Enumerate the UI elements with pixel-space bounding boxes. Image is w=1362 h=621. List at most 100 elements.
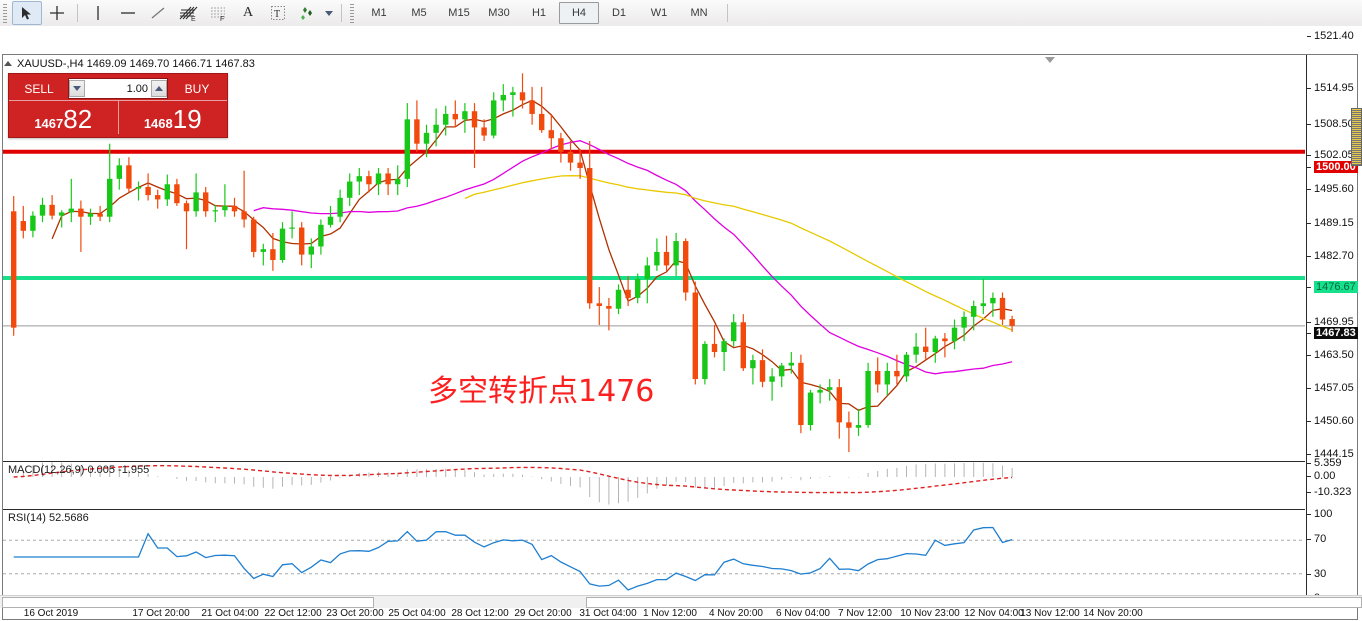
candle-body xyxy=(87,213,94,217)
sell-price[interactable]: 1467 82 xyxy=(9,100,118,134)
candle-body xyxy=(942,338,948,342)
scrollbar-thumb-left[interactable] xyxy=(2,597,374,608)
time-axis-label: 4 Nov 20:00 xyxy=(709,608,763,619)
sell-button[interactable]: SELL xyxy=(24,81,54,96)
price-scale-label: 1521.40 xyxy=(1314,30,1354,42)
time-axis-label: 12 Nov 04:00 xyxy=(964,608,1024,619)
equidistant-channel-tool-button[interactable]: E xyxy=(173,1,203,25)
candle-body xyxy=(923,346,929,353)
vertical-line-tool-button[interactable] xyxy=(83,1,113,25)
candle-body xyxy=(241,211,247,220)
toolbar-grip[interactable] xyxy=(2,3,9,23)
price-scale-tick xyxy=(1307,463,1311,464)
candle-body xyxy=(567,151,574,163)
scale-color-swatch xyxy=(1351,108,1362,166)
svg-text:E: E xyxy=(191,16,196,22)
timeframe-mn[interactable]: MN xyxy=(690,7,708,19)
candle-body xyxy=(769,376,775,382)
cursor-tool-button[interactable] xyxy=(12,1,42,25)
candlestick-chart xyxy=(3,73,1305,453)
candle-body xyxy=(519,92,526,101)
candle-body xyxy=(107,178,113,217)
buy-price[interactable]: 1468 19 xyxy=(117,100,227,134)
price-pane[interactable]: 多空转折点1476 xyxy=(3,55,1305,459)
scrollbar-thumb-right[interactable] xyxy=(586,597,1362,608)
buy-button[interactable]: BUY xyxy=(184,81,210,96)
candle-body xyxy=(779,365,785,377)
time-axis-label: 7 Nov 12:00 xyxy=(838,608,892,619)
candle-body xyxy=(951,327,958,342)
price-scale-label: 5.359 xyxy=(1314,457,1342,469)
sell-price-big: 1467 xyxy=(34,116,64,131)
text-label-tool-button[interactable]: T xyxy=(263,1,293,25)
macd-pane[interactable]: MACD(12,26,9) 0.005 -1.955 xyxy=(3,461,1305,508)
time-axis-label: 23 Oct 20:00 xyxy=(326,608,384,619)
horizontal-scrollbar[interactable] xyxy=(0,595,1362,608)
buy-price-big: 1468 xyxy=(143,116,173,131)
chart-annotation-text: 多空转折点1476 xyxy=(428,374,655,409)
crosshair-tool-button[interactable] xyxy=(42,1,72,25)
timeframe-h4[interactable]: H4 xyxy=(559,2,599,24)
time-axis-label: 1 Nov 12:00 xyxy=(643,608,697,619)
price-scale-label: 1482.70 xyxy=(1314,250,1354,262)
rsi-pane[interactable]: RSI(14) 52.5686 xyxy=(3,509,1305,604)
candle-body xyxy=(385,173,391,185)
candle-body xyxy=(731,322,737,342)
candle-body xyxy=(596,303,602,307)
candle-body xyxy=(903,354,910,377)
price-scale-label: 1457.05 xyxy=(1314,382,1354,394)
timeframe-grip[interactable] xyxy=(349,3,356,23)
candle-body xyxy=(491,100,497,136)
candle-body xyxy=(913,346,919,355)
collapse-triangle-icon[interactable] xyxy=(4,61,12,66)
candle-body xyxy=(817,389,823,393)
pane-collapse-icon[interactable] xyxy=(1045,57,1055,63)
symbol-ohlc-text: XAUUSD-,H4 1469.09 1469.70 1466.71 1467.… xyxy=(17,57,255,70)
trendline-tool-button[interactable] xyxy=(143,1,173,25)
price-scale-tick xyxy=(1307,256,1311,257)
time-axis-label: 22 Oct 12:00 xyxy=(264,608,322,619)
timeframe-w1[interactable]: W1 xyxy=(650,7,668,19)
timeframe-m15[interactable]: M15 xyxy=(448,7,470,19)
price-scale-tick xyxy=(1307,223,1311,224)
time-axis-label: 14 Nov 20:00 xyxy=(1083,608,1143,619)
time-axis-label: 10 Nov 23:00 xyxy=(900,608,960,619)
price-scale-tick xyxy=(1307,333,1311,334)
candle-body xyxy=(615,289,622,309)
candle-body xyxy=(279,228,286,261)
one-click-trading-panel[interactable]: SELL 1.00 BUY 1467 82 1468 19 xyxy=(8,73,228,138)
sell-price-small: 82 xyxy=(63,104,93,134)
volume-value[interactable]: 1.00 xyxy=(126,82,148,95)
price-scale[interactable]: 1521.40 1514.95 1508.50 1502.05 1500.00 1495.… xyxy=(1306,30,1362,604)
candle-body xyxy=(721,341,727,353)
candle-body xyxy=(231,205,238,212)
candle-body xyxy=(702,343,708,380)
candle-body xyxy=(462,111,468,120)
timeframe-m5[interactable]: M5 xyxy=(411,7,427,19)
candle-body xyxy=(625,289,631,298)
fibonacci-tool-button[interactable]: F xyxy=(203,1,233,25)
candle-body xyxy=(327,216,334,225)
candle-body xyxy=(539,113,545,131)
horizontal-line-tool-button[interactable] xyxy=(113,1,143,25)
candle-body xyxy=(654,251,660,266)
objects-tool-button[interactable] xyxy=(293,1,323,25)
volume-increase-button[interactable] xyxy=(151,80,167,97)
timeframe-m30[interactable]: M30 xyxy=(488,7,510,19)
candle-body xyxy=(164,184,170,200)
time-axis-label: 28 Oct 12:00 xyxy=(451,608,509,619)
volume-stepper[interactable]: 1.00 xyxy=(68,78,168,99)
price-scale-label: 1500.00 xyxy=(1314,161,1358,173)
candle-body xyxy=(587,168,593,304)
price-scale-tick xyxy=(1307,539,1311,540)
text-tool-button[interactable]: A xyxy=(242,5,254,20)
timeframe-h1[interactable]: H1 xyxy=(531,7,547,19)
svg-text:F: F xyxy=(220,16,224,22)
candle-body xyxy=(193,192,199,212)
timeframe-m1[interactable]: M1 xyxy=(371,7,387,19)
objects-dropdown-caret-icon[interactable] xyxy=(325,10,333,16)
candle-body xyxy=(471,111,478,128)
volume-decrease-button[interactable] xyxy=(69,80,85,97)
timeframe-d1[interactable]: D1 xyxy=(611,7,627,19)
candle-body xyxy=(577,162,583,169)
